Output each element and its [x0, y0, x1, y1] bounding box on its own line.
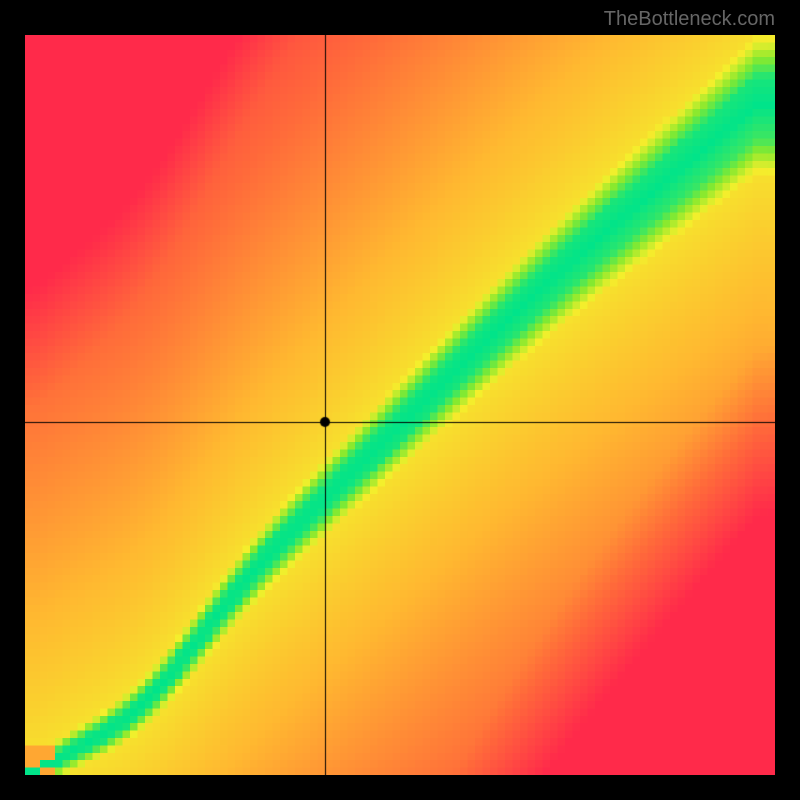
watermark-text: TheBottleneck.com: [604, 8, 775, 31]
crosshair-overlay: [25, 35, 775, 775]
heatmap-plot: [25, 35, 775, 775]
